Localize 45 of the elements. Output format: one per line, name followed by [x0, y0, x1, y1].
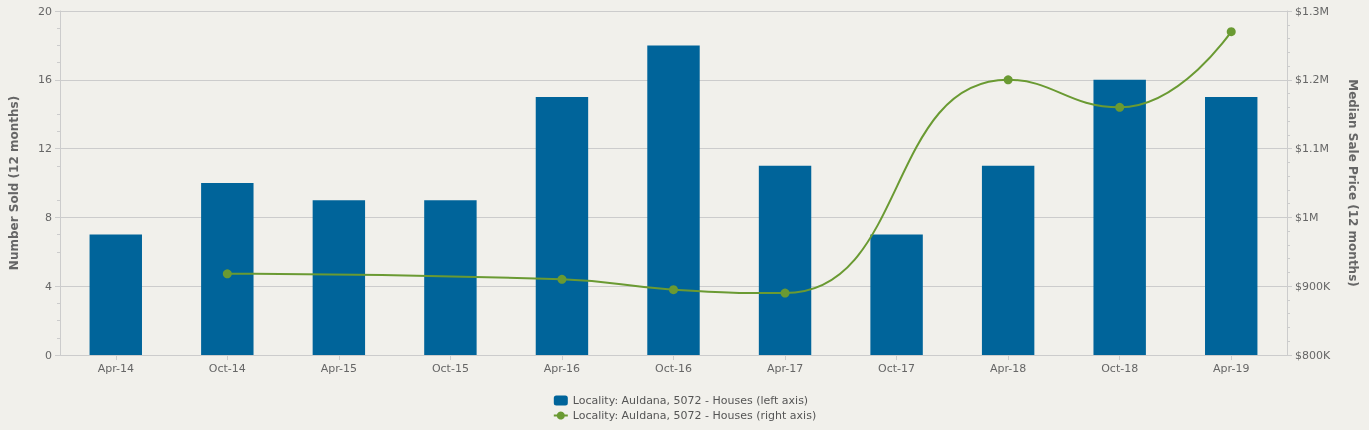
point — [780, 288, 790, 298]
bar — [870, 234, 923, 355]
y-tick-label: 0 — [45, 348, 52, 362]
bar — [424, 200, 477, 355]
point — [222, 269, 232, 279]
y2-tick-label: $900K — [1295, 279, 1331, 293]
bar — [535, 97, 589, 355]
bar — [201, 183, 254, 355]
point — [557, 274, 567, 284]
x-tick-label: Apr-18 — [989, 362, 1027, 375]
point — [669, 285, 678, 295]
legend-label: Locality: Auldana, 5072 - Houses (left axis) — [572, 394, 809, 407]
point — [1115, 102, 1125, 112]
y-tick-label: 12 — [38, 142, 52, 156]
bar — [647, 45, 700, 355]
x-tick-label: Oct-18 — [1101, 362, 1139, 375]
bar — [1205, 97, 1258, 355]
x-tick-label: Apr-15 — [320, 362, 358, 375]
y-tick-label: 4 — [45, 279, 52, 293]
point — [1226, 27, 1236, 37]
bar — [981, 165, 1035, 355]
y-tick-label: 20 — [38, 4, 52, 18]
bar — [758, 165, 812, 355]
y2-tick-label: $1.2M — [1295, 73, 1329, 87]
y2-axis-title: Median Sale Price (12 months) — [1346, 79, 1360, 287]
y2-tick-label: $1M — [1295, 210, 1319, 224]
y-tick-label: 16 — [38, 73, 52, 87]
legend-label: Locality: Auldana, 5072 - Houses (right axis) — [572, 409, 817, 422]
bar — [312, 200, 366, 355]
x-tick-label: Apr-17 — [766, 362, 804, 375]
y-tick-label: 8 — [45, 210, 52, 224]
x-tick-label: Oct-14 — [208, 362, 246, 375]
bar — [89, 234, 142, 355]
x-tick-label: Apr-19 — [1213, 362, 1250, 375]
y2-tick-label: $1.3M — [1295, 4, 1329, 18]
y2-tick-label: $1.1M — [1295, 142, 1329, 156]
x-tick-label: Apr-16 — [543, 362, 581, 375]
x-tick-label: Oct-15 — [431, 362, 469, 375]
point — [1003, 75, 1013, 85]
x-tick-label: Oct-16 — [655, 362, 692, 375]
x-tick-label: Oct-17 — [878, 362, 916, 375]
y-axis-title: Number Sold (12 months) — [7, 95, 21, 271]
x-tick-label: Apr-14 — [97, 362, 134, 375]
y2-tick-label: $800K — [1295, 348, 1331, 362]
bar — [1093, 79, 1146, 355]
